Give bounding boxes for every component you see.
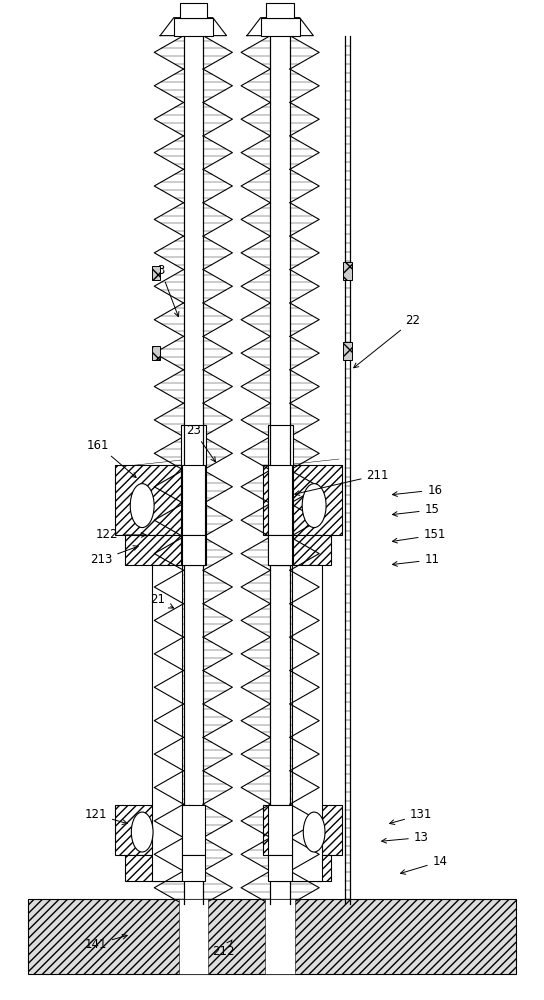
Bar <box>182 855 205 881</box>
Text: 161: 161 <box>87 439 136 478</box>
Bar <box>178 899 208 974</box>
Bar <box>126 535 182 565</box>
Bar <box>182 465 205 535</box>
Bar <box>115 465 193 535</box>
Bar <box>267 3 294 18</box>
Bar <box>343 342 353 360</box>
Bar <box>28 899 516 974</box>
Bar <box>268 465 292 535</box>
Text: 13: 13 <box>382 831 429 844</box>
Bar <box>261 18 300 36</box>
Bar <box>263 465 342 535</box>
Circle shape <box>304 812 325 852</box>
Bar <box>182 805 205 855</box>
Bar <box>152 266 160 280</box>
Text: 22: 22 <box>354 314 421 368</box>
Bar <box>268 805 292 855</box>
Text: 11: 11 <box>393 553 440 566</box>
Text: 213: 213 <box>90 546 138 566</box>
Bar <box>152 346 160 360</box>
Bar <box>263 805 342 855</box>
Bar <box>115 805 193 855</box>
Text: 23: 23 <box>186 424 215 462</box>
Text: 212: 212 <box>212 940 234 958</box>
Bar <box>152 565 182 881</box>
Text: 141: 141 <box>84 934 127 951</box>
Circle shape <box>131 812 153 852</box>
Bar <box>292 565 322 881</box>
Bar <box>126 855 182 881</box>
Circle shape <box>130 484 154 528</box>
Bar <box>182 535 205 565</box>
Text: 211: 211 <box>295 469 389 495</box>
Text: 122: 122 <box>95 528 146 541</box>
Bar <box>268 855 292 881</box>
Text: 15: 15 <box>393 503 440 516</box>
Bar <box>268 535 292 565</box>
Circle shape <box>302 484 326 528</box>
Bar <box>268 425 293 565</box>
Bar <box>274 535 331 565</box>
Text: 121: 121 <box>84 808 127 824</box>
Text: 3: 3 <box>157 264 179 317</box>
Bar <box>265 899 295 974</box>
Bar <box>274 855 331 881</box>
Text: 21: 21 <box>151 593 174 608</box>
Text: 151: 151 <box>392 528 446 543</box>
Bar <box>180 3 207 18</box>
Bar <box>174 18 213 36</box>
Text: 16: 16 <box>393 484 442 497</box>
Bar <box>181 425 206 565</box>
Text: 14: 14 <box>400 855 448 874</box>
Bar <box>343 262 353 280</box>
Text: 131: 131 <box>390 808 432 824</box>
